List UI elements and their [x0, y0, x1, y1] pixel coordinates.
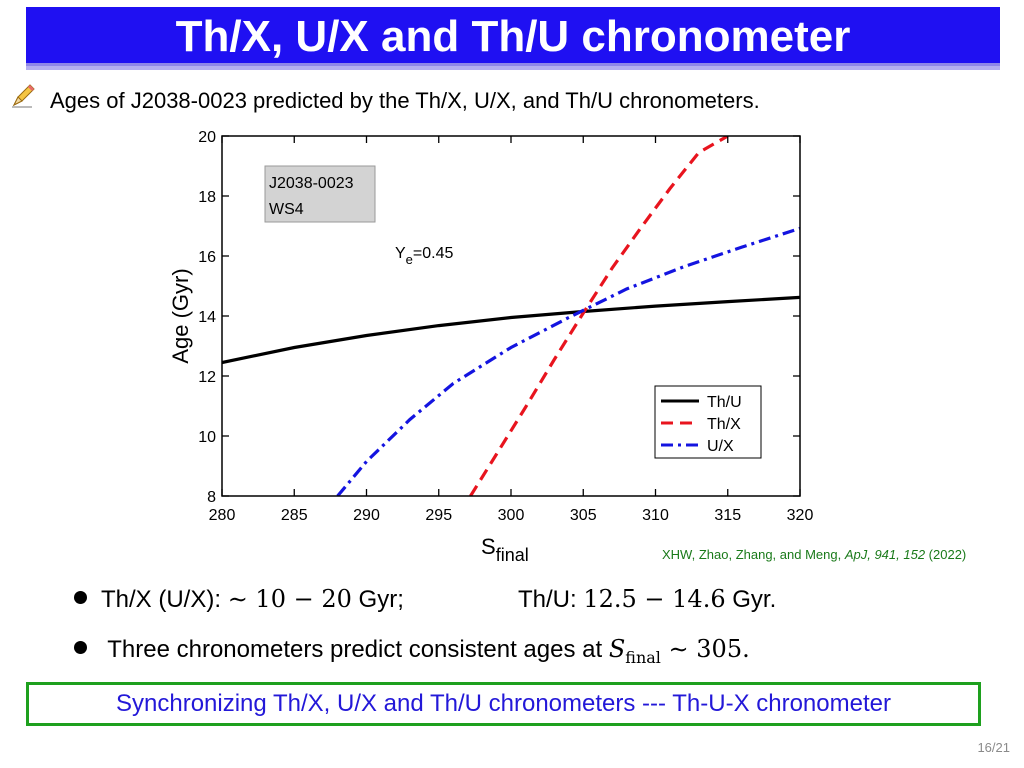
bullet-1: Th/X (U/X): ∼ 10 − 20 Gyr;: [74, 584, 404, 615]
age-chart: 280 285 290 295 300 305 310 315 320 8 10 12 14 16 18 20…: [168, 129, 814, 565]
bullet1-range-b: 12.5 − 14.6: [583, 585, 726, 613]
bullet-1-right: Th/U: 12.5 − 14.6 Gyr.: [518, 584, 776, 615]
bullet2-symbol: S: [608, 635, 626, 663]
bullet2-text: Three chronometers predict consistent ag…: [107, 636, 609, 663]
conclusion-text: Synchronizing Th/X, U/X and Th/U chronom…: [116, 690, 891, 717]
bullet-dot: [74, 591, 87, 604]
annotation-ye: Ye=0.45: [395, 245, 453, 267]
x-tick-label: 295: [425, 507, 452, 524]
bullet2-subscript: final: [625, 647, 661, 667]
pencil-icon: [12, 84, 35, 108]
y-tick-label: 8: [207, 489, 216, 506]
y-tick-label: 12: [198, 369, 216, 386]
x-tick-label: 300: [498, 507, 525, 524]
annotation-box: [264, 165, 376, 223]
slide-subtitle: Ages of J2038-0023 predicted by the Th/X…: [50, 88, 760, 113]
series-line-u-x: [336, 226, 800, 496]
y-tick-label: 14: [198, 309, 216, 326]
bullet1-label-a: Th/X (U/X):: [101, 586, 228, 613]
series-line-th-u: [222, 295, 800, 365]
legend-label: Th/X: [707, 416, 741, 433]
x-tick-label: 320: [787, 507, 814, 524]
x-tick-label: 305: [570, 507, 597, 524]
annotation-model: WS4: [269, 201, 304, 218]
y-tick-label: 20: [198, 129, 216, 146]
bullet1-unit-a: Gyr;: [351, 586, 404, 613]
citation-journal: ApJ, 941, 152: [844, 547, 926, 562]
citation: XHW, Zhao, Zhang, and Meng, ApJ, 941, 15…: [662, 547, 966, 562]
citation-year: (2022): [925, 547, 967, 562]
y-axis-label: Age (Gyr): [168, 268, 193, 363]
annotation-star: J2038-0023: [269, 175, 354, 192]
x-tick-label: 310: [642, 507, 669, 524]
x-tick-label: 285: [281, 507, 308, 524]
page-number: 16/21: [977, 740, 1010, 755]
bullet1-unit-b: Gyr.: [725, 586, 777, 613]
bullet2-value: ∼ 305.: [660, 635, 750, 663]
bullet1-label-b: Th/U:: [518, 586, 584, 613]
x-tick-label: 315: [714, 507, 741, 524]
title-bar: Th/X, U/X and Th/U chronometer: [26, 7, 1000, 66]
y-tick-label: 10: [198, 429, 216, 446]
slide-title: Th/X, U/X and Th/U chronometer: [175, 12, 851, 61]
conclusion-box: Synchronizing Th/X, U/X and Th/U chronom…: [26, 682, 981, 726]
bullet-dot: [74, 641, 87, 654]
citation-authors: XHW, Zhao, Zhang, and Meng,: [662, 547, 845, 562]
bullet1-range-a: ∼ 10 − 20: [227, 585, 352, 613]
y-tick-label: 18: [198, 189, 216, 206]
x-tick-label: 280: [209, 507, 236, 524]
legend-label: U/X: [707, 438, 734, 455]
x-axis-label: Sfinal: [481, 534, 529, 565]
legend-label: Th/U: [707, 394, 742, 411]
x-tick-label: 290: [353, 507, 380, 524]
y-tick-label: 16: [198, 249, 216, 266]
bullet-2: Three chronometers predict consistent ag…: [74, 634, 750, 673]
series-line-th-x: [469, 136, 729, 496]
